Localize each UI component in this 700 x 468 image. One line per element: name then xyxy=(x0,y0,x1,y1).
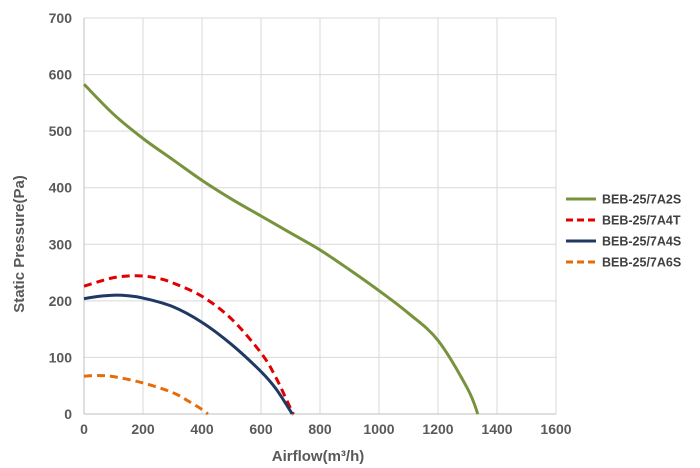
legend-label: BEB-25/7A4S xyxy=(602,235,681,249)
y-tick-label: 500 xyxy=(49,123,73,139)
series-line-3 xyxy=(83,293,294,416)
x-tick-label: 1400 xyxy=(481,421,512,437)
x-tick-label: 0 xyxy=(80,421,88,437)
x-tick-label: 400 xyxy=(190,421,214,437)
legend-item: BEB-25/7A6S xyxy=(566,256,681,270)
x-tick-label: 600 xyxy=(249,421,273,437)
series-line-2 xyxy=(83,274,295,415)
legend-item: BEB-25/7A4T xyxy=(566,214,681,228)
y-axis-title: Static Pressure(Pa) xyxy=(11,175,28,313)
legend-item: BEB-25/7A4S xyxy=(566,235,681,249)
series-line-1 xyxy=(82,83,480,415)
x-tick-label: 200 xyxy=(131,421,155,437)
legend-label: BEB-25/7A6S xyxy=(602,256,681,270)
x-tick-label: 1200 xyxy=(422,421,453,437)
grid xyxy=(83,17,557,415)
y-tick-label: 600 xyxy=(49,67,73,83)
legend-label: BEB-25/7A2S xyxy=(602,193,681,207)
y-tick-labels: 0 100 200 300 400 500 600 700 xyxy=(49,10,73,422)
y-tick-label: 400 xyxy=(49,180,73,196)
legend: BEB-25/7A2S BEB-25/7A4T BEB-25/7A4S BEB-25/… xyxy=(566,193,681,270)
series-line-4 xyxy=(83,374,209,416)
y-tick-label: 700 xyxy=(49,10,73,26)
x-tick-label: 1000 xyxy=(363,421,394,437)
y-tick-label: 200 xyxy=(49,293,73,309)
x-tick-label: 800 xyxy=(308,421,332,437)
y-tick-label: 0 xyxy=(64,406,72,422)
x-tick-label: 1600 xyxy=(540,421,571,437)
legend-item: BEB-25/7A2S xyxy=(566,193,681,207)
x-axis-title: Airflow(m³/h) xyxy=(272,448,364,465)
x-tick-labels: 0 200 400 600 800 1000 1200 1400 1600 xyxy=(80,421,572,437)
series-lines xyxy=(82,83,480,416)
legend-label: BEB-25/7A4T xyxy=(602,214,681,228)
y-tick-label: 100 xyxy=(49,349,73,365)
y-tick-label: 300 xyxy=(49,236,73,252)
